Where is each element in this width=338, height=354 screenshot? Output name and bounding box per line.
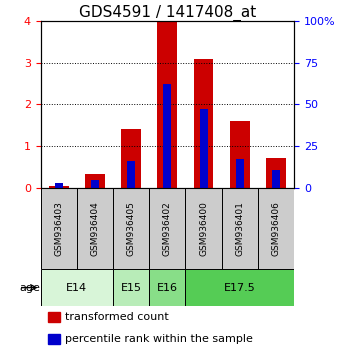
Text: E16: E16 xyxy=(157,282,178,292)
Bar xyxy=(272,170,280,188)
Bar xyxy=(163,84,171,188)
Text: GSM936402: GSM936402 xyxy=(163,201,172,256)
Text: E15: E15 xyxy=(121,282,142,292)
Bar xyxy=(48,334,59,344)
Bar xyxy=(85,174,105,188)
Bar xyxy=(199,109,208,188)
Title: GDS4591 / 1417408_at: GDS4591 / 1417408_at xyxy=(79,5,256,21)
Bar xyxy=(41,269,113,306)
Bar xyxy=(77,188,113,269)
Text: GSM936404: GSM936404 xyxy=(90,201,99,256)
Text: GSM936401: GSM936401 xyxy=(235,201,244,256)
Bar xyxy=(222,188,258,269)
Bar xyxy=(41,188,77,269)
Bar xyxy=(48,312,59,321)
Bar xyxy=(186,188,222,269)
Bar xyxy=(49,185,69,188)
Bar xyxy=(266,158,286,188)
Text: GSM936406: GSM936406 xyxy=(271,201,281,256)
Bar xyxy=(149,269,186,306)
Bar xyxy=(230,121,250,188)
Bar xyxy=(258,188,294,269)
Bar xyxy=(149,188,186,269)
Text: transformed count: transformed count xyxy=(65,312,168,322)
Bar xyxy=(194,59,214,188)
Text: percentile rank within the sample: percentile rank within the sample xyxy=(65,334,252,344)
Text: age: age xyxy=(19,282,40,292)
Text: E17.5: E17.5 xyxy=(224,282,256,292)
Bar xyxy=(113,269,149,306)
Bar xyxy=(236,159,244,188)
Text: GSM936400: GSM936400 xyxy=(199,201,208,256)
Text: GSM936405: GSM936405 xyxy=(127,201,136,256)
Bar xyxy=(55,183,63,188)
Bar xyxy=(127,161,135,188)
Bar xyxy=(113,188,149,269)
Bar xyxy=(121,129,141,188)
Text: E14: E14 xyxy=(66,282,87,292)
Bar xyxy=(186,269,294,306)
Bar xyxy=(91,180,99,188)
Text: GSM936403: GSM936403 xyxy=(54,201,63,256)
Bar xyxy=(158,21,177,188)
